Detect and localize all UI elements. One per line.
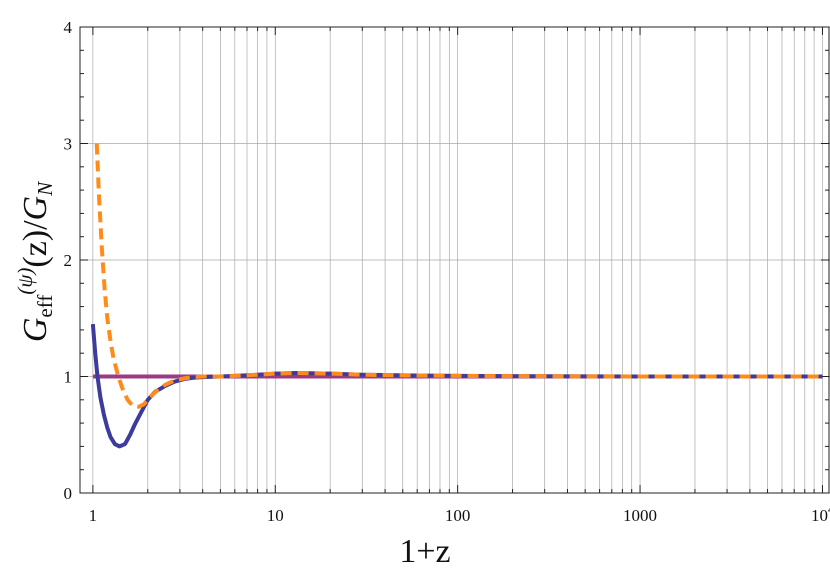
y-axis-label: Geff(ψ)(z)/GN <box>13 181 57 342</box>
y-axis-label-sub1: eff <box>33 295 57 318</box>
y-tick-label: 3 <box>64 135 73 154</box>
x-tick-label: 1 <box>89 506 98 525</box>
y-axis-label-sup: (ψ) <box>13 268 37 295</box>
x-tick-label-exponent: 4 <box>828 502 830 516</box>
series-line-3 <box>94 143 823 409</box>
y-axis-label-sub2: N <box>33 181 57 197</box>
x-tick-label: 10 <box>267 506 284 525</box>
y-tick-label: 4 <box>64 18 73 37</box>
x-tick-label: 104 <box>811 502 830 525</box>
axis-ticks <box>80 26 829 494</box>
y-axis-label-base2: G <box>17 196 54 221</box>
grid <box>80 26 830 494</box>
y-tick-label: 0 <box>64 484 73 503</box>
y-axis-label-base: G <box>17 318 54 343</box>
x-tick-label: 1000 <box>623 506 657 525</box>
x-tick-label: 100 <box>445 506 471 525</box>
y-axis-label-middle: (z)/ <box>17 220 54 268</box>
x-axis-label: 1+z <box>399 533 450 570</box>
tick-labels: 110100100010401234 <box>64 18 830 525</box>
series-group <box>90 143 823 449</box>
y-tick-label: 1 <box>64 368 73 387</box>
y-tick-label: 2 <box>64 251 73 270</box>
